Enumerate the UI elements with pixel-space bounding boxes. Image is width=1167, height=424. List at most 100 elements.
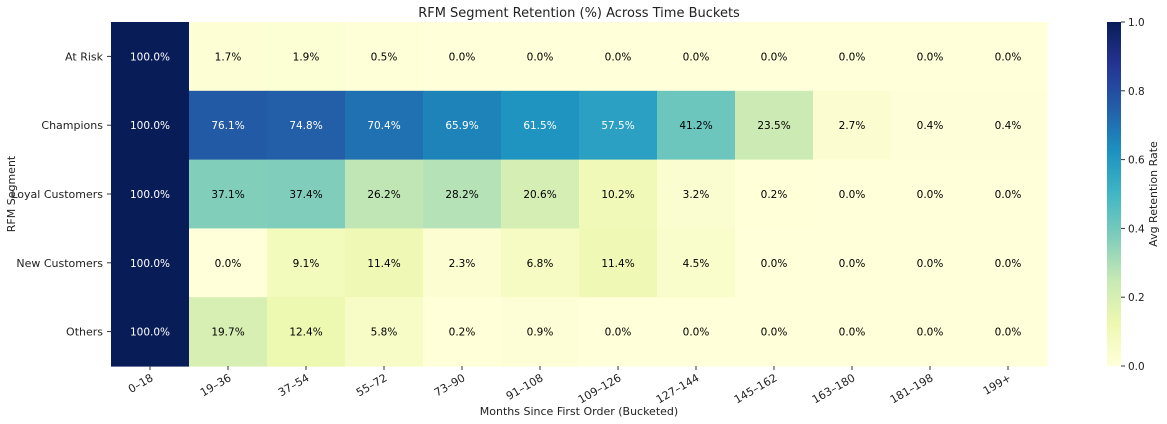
x-tick-label: 0–18: [126, 371, 155, 396]
heatmap-cell: [735, 228, 814, 298]
y-tick-label: Champions: [41, 119, 103, 132]
x-tick-label: 109–126: [576, 371, 624, 406]
cell-value-label: 12.4%: [289, 327, 322, 339]
heatmap-cell: [735, 90, 814, 161]
y-tick-label: Loyal Customers: [11, 188, 103, 201]
heatmap-cell: [813, 22, 892, 92]
heatmap-cell: [735, 159, 814, 229]
cell-value-label: 0.0%: [839, 51, 866, 63]
heatmap-cell: [735, 297, 814, 367]
heatmap-cell: [423, 228, 502, 298]
cell-value-label: 11.4%: [367, 258, 400, 270]
heatmap-cell: [657, 228, 736, 298]
cell-value-label: 57.5%: [601, 120, 634, 132]
cell-value-label: 0.0%: [839, 189, 866, 201]
x-tick-label: 37–54: [276, 371, 312, 399]
colorbar-tick-label: 0.2: [1128, 292, 1145, 304]
heatmap-cell: [267, 228, 346, 298]
cell-value-label: 65.9%: [445, 120, 478, 132]
colorbar-tick-label: 0.6: [1128, 155, 1145, 167]
heatmap-cell: [657, 297, 736, 367]
cell-value-label: 37.4%: [289, 189, 322, 201]
cell-value-label: 0.9%: [527, 327, 554, 339]
heatmap-cell: [189, 297, 268, 367]
heatmap-cell: [501, 22, 580, 92]
cell-value-label: 100.0%: [130, 327, 170, 339]
x-tick-label: 163–180: [810, 371, 858, 406]
heatmap-cell: [891, 297, 970, 367]
heatmap-cell: [969, 228, 1048, 298]
heatmap-cell: [267, 90, 346, 161]
cell-value-label: 0.0%: [449, 51, 476, 63]
cell-value-label: 0.0%: [917, 327, 944, 339]
cell-value-label: 10.2%: [601, 189, 634, 201]
cell-value-label: 6.8%: [527, 258, 554, 270]
x-tick-label: 91–108: [504, 371, 546, 403]
heatmap-cell: [813, 90, 892, 161]
cell-value-label: 37.1%: [211, 189, 244, 201]
heatmap-cell: [969, 159, 1048, 229]
heatmap-cell: [189, 159, 268, 229]
cell-value-label: 74.8%: [289, 120, 322, 132]
cell-value-label: 0.5%: [371, 51, 398, 63]
heatmap-cell: [969, 297, 1048, 367]
cell-value-label: 26.2%: [367, 189, 400, 201]
heatmap-cell: [111, 22, 190, 92]
cell-value-labels: 100.0% 1.7% 1.9% 0.5% 0.0% 0.0% 0.0% 0.0% 0.0% 0.…: [130, 51, 1021, 338]
cell-value-label: 0.0%: [995, 51, 1022, 63]
cell-value-label: 28.2%: [445, 189, 478, 201]
cell-value-label: 0.2%: [449, 327, 476, 339]
y-axis-ticks: At Risk Champions Loyal Customers New Custo…: [11, 50, 111, 339]
heatmap-cell: [423, 159, 502, 229]
cell-value-label: 9.1%: [293, 258, 320, 270]
cell-value-label: 2.7%: [839, 120, 866, 132]
heatmap-cell: [345, 22, 424, 92]
cell-value-label: 70.4%: [367, 120, 400, 132]
heatmap-cell: [189, 228, 268, 298]
x-tick-label: 199+: [981, 371, 1014, 397]
heatmap-cell: [345, 90, 424, 161]
colorbar-label: Avg Retention Rate: [1147, 141, 1160, 247]
heatmap-cell: [813, 159, 892, 229]
heatmap-cell: [501, 228, 580, 298]
cell-value-label: 0.0%: [215, 258, 242, 270]
cell-value-label: 0.0%: [605, 327, 632, 339]
y-tick-label: Others: [66, 326, 103, 339]
x-tick-label: 55–72: [354, 371, 390, 399]
cell-value-label: 0.0%: [995, 258, 1022, 270]
heatmap-cell: [267, 22, 346, 92]
colorbar-tick-label: 1.0: [1128, 17, 1145, 29]
cell-value-label: 0.0%: [917, 51, 944, 63]
cell-value-label: 0.4%: [995, 120, 1022, 132]
cell-value-label: 61.5%: [523, 120, 556, 132]
heatmap-cell: [501, 90, 580, 161]
heatmap-cell: [111, 159, 190, 229]
heatmap-cell: [423, 297, 502, 367]
cell-value-label: 0.0%: [527, 51, 554, 63]
cell-value-label: 100.0%: [130, 189, 170, 201]
heatmap-cells: [111, 22, 1048, 367]
heatmap-cell: [579, 22, 658, 92]
cell-value-label: 20.6%: [523, 189, 556, 201]
cell-value-label: 11.4%: [601, 258, 634, 270]
heatmap-cell: [189, 90, 268, 161]
heatmap-cell: [111, 90, 190, 161]
cell-value-label: 23.5%: [757, 120, 790, 132]
heatmap-cell: [969, 90, 1048, 161]
cell-value-label: 0.0%: [683, 327, 710, 339]
heatmap-cell: [735, 22, 814, 92]
heatmap-cell: [579, 159, 658, 229]
heatmap-cell: [579, 90, 658, 161]
heatmap-cell: [423, 22, 502, 92]
cell-value-label: 1.7%: [215, 51, 242, 63]
cell-value-label: 100.0%: [130, 51, 170, 63]
heatmap-cell: [111, 297, 190, 367]
heatmap-cell: [189, 22, 268, 92]
heatmap-cell: [657, 22, 736, 92]
cell-value-label: 4.5%: [683, 258, 710, 270]
cell-value-label: 0.4%: [917, 120, 944, 132]
cell-value-label: 2.3%: [449, 258, 476, 270]
heatmap-cell: [891, 22, 970, 92]
colorbar-tick-label: 0.8: [1128, 86, 1145, 98]
